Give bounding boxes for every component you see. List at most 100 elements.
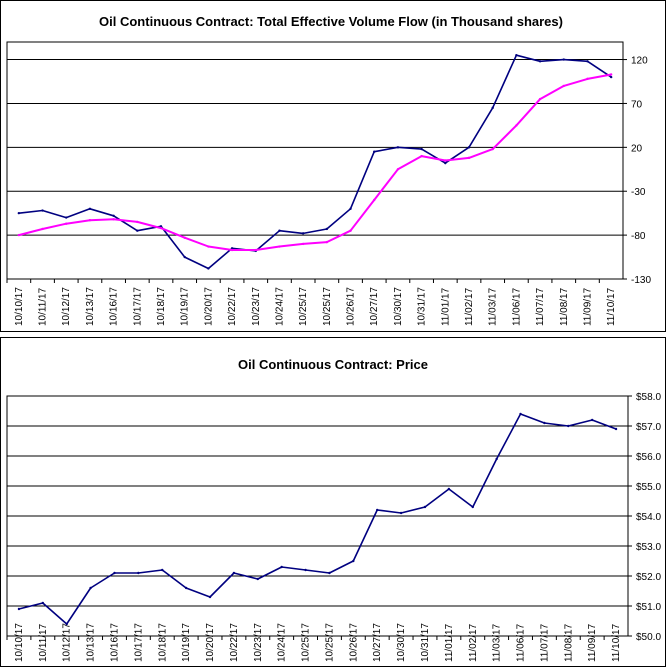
price-y-tick-label: $58.0 [636, 392, 661, 403]
volume-x-tick-label: 10/22/17 [227, 287, 238, 326]
volume-x-tick-label: 11/01/17 [440, 287, 451, 326]
price-y-tick-label: $54.0 [636, 512, 661, 523]
volume-x-tick-label: 10/17/17 [132, 287, 143, 326]
price-series-1-point [423, 505, 427, 509]
volume-series-2-point [562, 84, 565, 88]
volume-x-tick-label: 11/07/17 [535, 287, 546, 326]
price-x-tick-label: 10/16/17 [109, 623, 120, 662]
volume-x-tick-label: 10/10/17 [14, 287, 25, 326]
volume-series-2-point [444, 159, 447, 162]
price-y-tick-label: $57.0 [636, 422, 661, 433]
volume-series-1-point [467, 146, 471, 149]
price-x-tick-label: 11/10/17 [611, 623, 622, 662]
price-x-tick-label: 10/23/17 [253, 623, 264, 662]
volume-series-2-point [159, 226, 163, 230]
volume-series-1-point [301, 232, 305, 235]
volume-y-tick-label: -30 [631, 187, 646, 198]
volume-series-2-point [230, 248, 234, 252]
price-series-1-point [328, 571, 331, 575]
price-x-tick-label: 10/18/17 [157, 623, 168, 662]
price-y-tick-label: $53.0 [636, 542, 661, 553]
volume-x-tick-label: 10/27/17 [369, 287, 380, 326]
volume-series-2-point [515, 124, 518, 127]
price-x-tick-label: 10/17/17 [133, 623, 144, 662]
price-series-1-point [376, 508, 379, 512]
price-x-tick-label: 10/27/17 [372, 623, 383, 662]
volume-series-1-point [112, 214, 115, 217]
volume-series-1-point [230, 247, 234, 250]
volume-series-1-point [515, 53, 518, 57]
volume-series-2-point [609, 73, 613, 76]
price-series-1-point [113, 571, 116, 575]
price-series-1-point [280, 565, 283, 569]
volume-x-tick-label: 11/03/17 [488, 287, 499, 326]
volume-x-tick-label: 10/30/17 [393, 287, 404, 326]
volume-series-1-point [325, 227, 329, 231]
price-series-1-point [89, 586, 92, 590]
price-x-tick-label: 11/01/17 [444, 623, 455, 662]
price-x-tick-label: 10/20/17 [205, 623, 216, 662]
price-x-tick-label: 10/25/17 [324, 623, 335, 662]
price-x-tick-label: 11/03/17 [492, 623, 503, 662]
price-series-1-point [590, 418, 594, 422]
price-x-tick-label: 10/13/17 [86, 623, 97, 662]
volume-x-tick-label: 10/16/17 [109, 287, 120, 326]
volume-x-tick-label: 10/13/17 [85, 287, 96, 326]
price-x-tick-label: 10/22/17 [229, 623, 240, 662]
price-series-1-point [137, 571, 140, 575]
volume-x-tick-label: 10/12/17 [61, 287, 72, 326]
price-series-1-point [352, 559, 355, 563]
volume-series-1-point [88, 207, 92, 210]
volume-series-1-point [586, 60, 589, 63]
volume-series-2-point [183, 236, 186, 239]
volume-x-tick-label: 10/23/17 [251, 287, 262, 326]
price-series-1-point [519, 412, 522, 416]
volume-series-1-point [420, 147, 423, 151]
volume-x-tick-label: 11/09/17 [582, 287, 593, 326]
volume-series-1-point [278, 229, 281, 232]
volume-series-1-point [562, 58, 565, 61]
volume-series-1-point [41, 209, 44, 212]
price-y-tick-label: $55.0 [636, 482, 661, 493]
volume-x-tick-label: 10/18/17 [156, 287, 167, 326]
volume-series-1-point [183, 255, 186, 259]
price-x-tick-label: 10/11/17 [38, 623, 49, 662]
price-x-tick-label: 10/19/17 [181, 623, 192, 662]
price-series-1-point [495, 457, 498, 461]
volume-series-2-point [254, 248, 257, 252]
volume-series-1-point [538, 60, 542, 63]
price-x-tick-label: 10/24/17 [277, 623, 288, 662]
price-series-1-point [17, 607, 21, 611]
volume-series-2-point [396, 168, 400, 171]
volume-series-1-point [491, 106, 494, 110]
volume-series-2-point [373, 198, 376, 202]
price-x-tick-label: 10/26/17 [348, 623, 359, 662]
volume-series-1-point [609, 75, 613, 79]
volume-series-2-point [586, 77, 589, 81]
price-x-tick-label: 10/10/17 [14, 623, 25, 662]
volume-y-tick-label: 20 [631, 143, 643, 154]
price-chart: Oil Continuous Contract: Price $50.0 $51.… [6, 357, 661, 662]
volume-plot-area [6, 41, 624, 280]
volume-series-1-point [207, 267, 210, 270]
volume-flow-chart-panel: Oil Continuous Contract: Total Effective… [0, 0, 666, 332]
volume-x-tick-label: 11/02/17 [464, 287, 475, 326]
price-x-tick-label: 11/02/17 [468, 623, 479, 662]
volume-x-tick-label: 10/19/17 [180, 287, 191, 326]
volume-series-2-point [112, 218, 115, 221]
volume-series-1-point [136, 229, 139, 232]
volume-series-2-point [65, 222, 68, 225]
price-series-1-point [65, 622, 68, 626]
price-series-1-point [208, 595, 212, 599]
volume-series-2-point [301, 242, 305, 246]
volume-series-2-point [420, 154, 423, 158]
volume-series-line-2 [18, 73, 612, 251]
volume-x-tick-label: 10/24/17 [274, 287, 285, 326]
price-x-tick-label: 10/31/17 [420, 623, 431, 662]
volume-x-tick-label: 10/25/17 [322, 287, 333, 326]
price-series-1-point [41, 601, 45, 605]
volume-series-2-point [278, 245, 281, 248]
volume-series-2-point [17, 233, 21, 237]
price-series-line-1 [18, 413, 617, 625]
price-y-tick-label: $56.0 [636, 452, 661, 463]
